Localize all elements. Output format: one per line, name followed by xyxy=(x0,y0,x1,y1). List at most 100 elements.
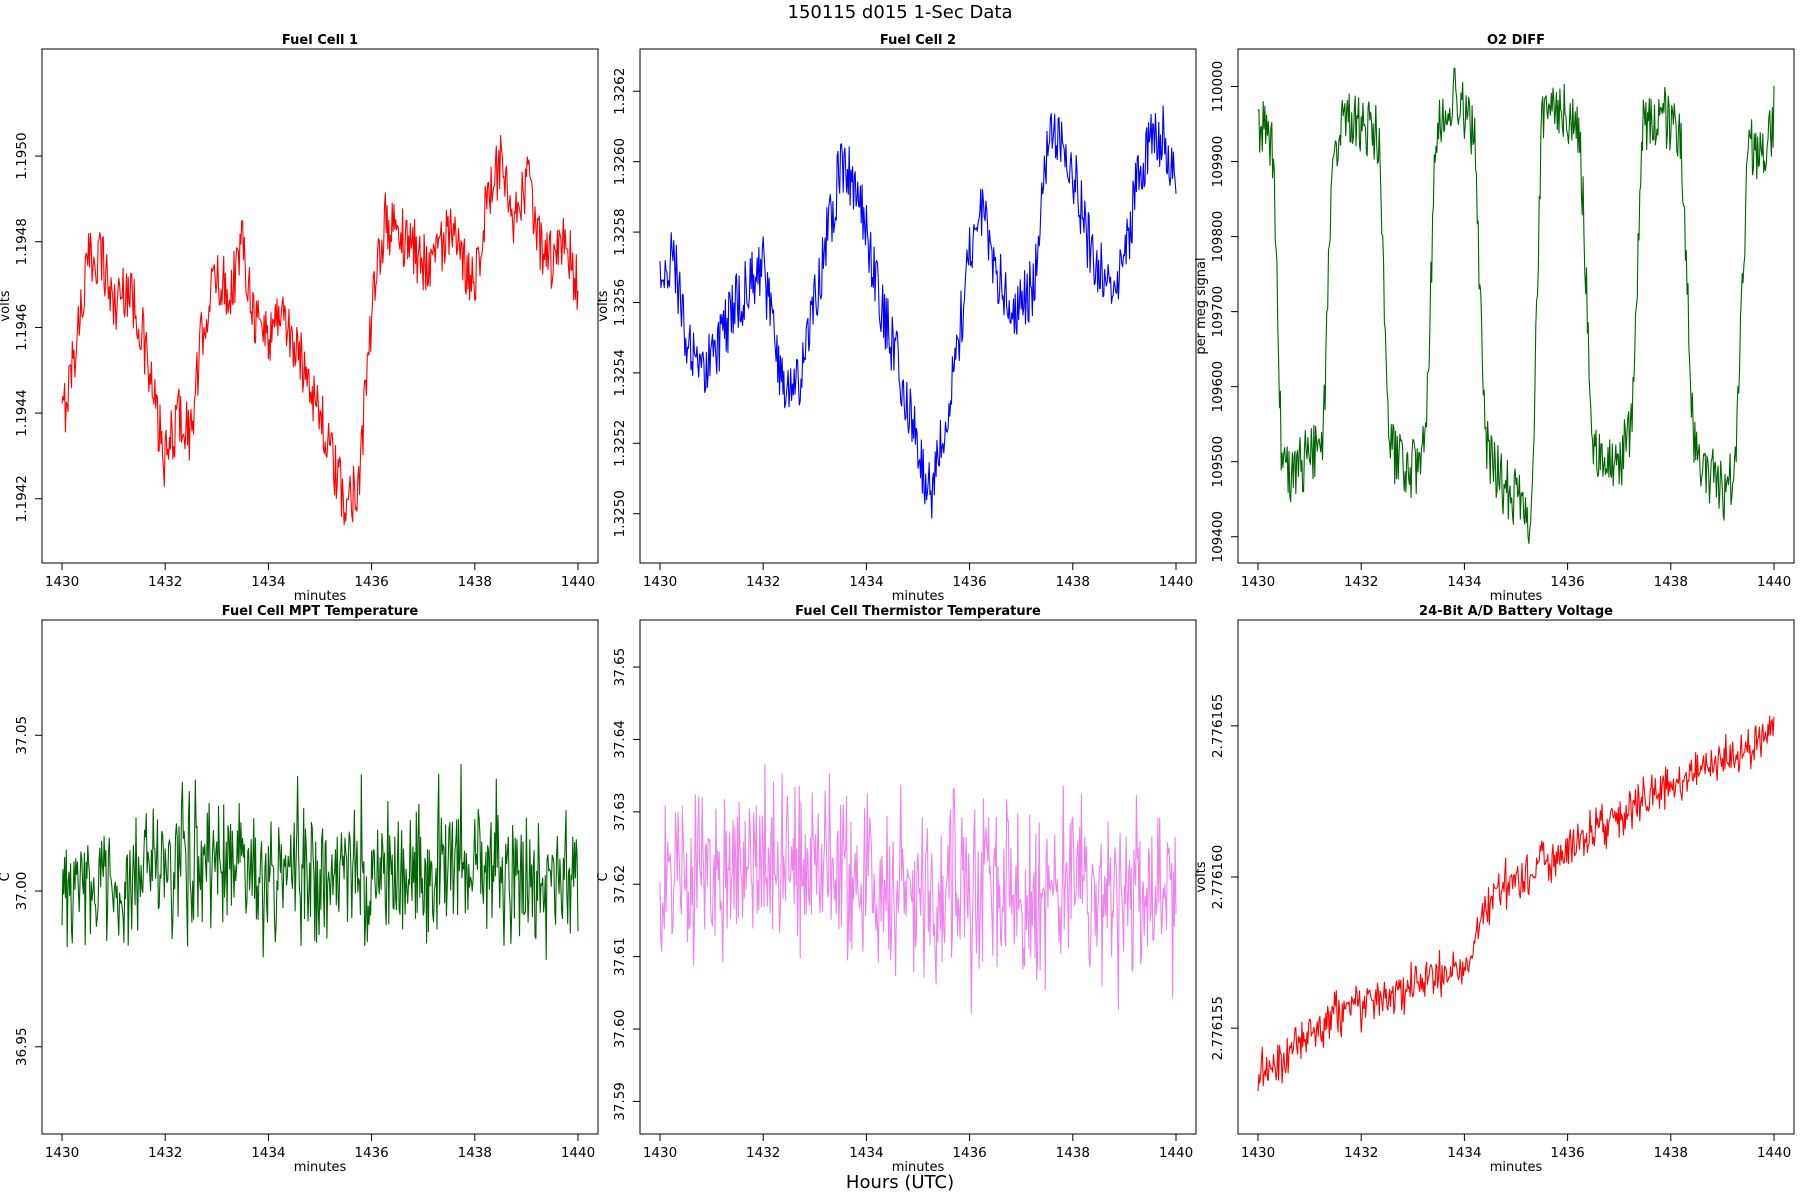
y-axis-label: per meg signal xyxy=(1194,257,1209,354)
y-tick-label: 109900 xyxy=(1210,136,1226,188)
y-tick-label: 110000 xyxy=(1210,61,1226,113)
x-tick-label: 1436 xyxy=(1550,1145,1584,1161)
series-line xyxy=(659,763,1177,1014)
x-tick-label: 1436 xyxy=(1550,574,1584,590)
x-tick-label: 1438 xyxy=(458,574,492,590)
y-tick-label: 1.3250 xyxy=(612,490,628,537)
series-line xyxy=(1257,67,1775,544)
x-axis-label: minutes xyxy=(892,1160,945,1175)
figure-bottom-label: Hours (UTC) xyxy=(846,1172,954,1193)
y-tick-label: 37.00 xyxy=(14,872,30,911)
y-axis-label: C xyxy=(0,872,13,881)
y-axis-label: C xyxy=(596,872,611,881)
y-tick-label: 1.1942 xyxy=(14,475,30,522)
chart-panel-1: Fuel Cell 1 1430 1432 1434 1436 1438 1440 minut… xyxy=(0,33,599,604)
x-tick-label: 1432 xyxy=(148,574,182,590)
x-tick-label: 1434 xyxy=(849,1145,883,1161)
y-tick-label: 1.3260 xyxy=(612,138,628,185)
x-tick-label: 1432 xyxy=(1344,1145,1378,1161)
x-tick-label: 1440 xyxy=(1159,1145,1193,1161)
x-tick-label: 1430 xyxy=(1241,574,1275,590)
y-tick-label: 1.3256 xyxy=(612,279,628,326)
chart-title: O2 DIFF xyxy=(1487,33,1545,48)
x-tick-label: 1440 xyxy=(1757,1145,1791,1161)
x-tick-label: 1434 xyxy=(1447,1145,1481,1161)
x-tick-label: 1434 xyxy=(849,574,883,590)
x-axis-label: minutes xyxy=(294,589,347,604)
chart-grid: Fuel Cell 1 1430 1432 1434 1436 1438 1440 minut… xyxy=(0,33,1795,1175)
chart-title: Fuel Cell 2 xyxy=(880,33,956,48)
x-tick-label: 1438 xyxy=(458,1145,492,1161)
x-tick-label: 1440 xyxy=(561,1145,595,1161)
x-tick-label: 1438 xyxy=(1654,574,1688,590)
y-tick-label: 109800 xyxy=(1210,211,1226,263)
series-line xyxy=(61,134,579,526)
y-tick-label: 1.1946 xyxy=(14,304,30,351)
y-axis-label: volts xyxy=(0,290,13,321)
x-tick-label: 1436 xyxy=(354,574,388,590)
x-tick-label: 1438 xyxy=(1056,1145,1090,1161)
y-tick-label: 2.776155 xyxy=(1210,996,1226,1060)
chart-title: Fuel Cell MPT Temperature xyxy=(222,604,419,619)
chart-panel-5: Fuel Cell Thermistor Temperature 1430 1432… xyxy=(596,604,1197,1175)
y-tick-label: 1.3258 xyxy=(612,208,628,255)
plot-frame xyxy=(639,48,1197,564)
y-tick-label: 37.05 xyxy=(14,716,30,755)
y-tick-label: 109500 xyxy=(1210,436,1226,488)
x-tick-label: 1432 xyxy=(746,574,780,590)
x-tick-label: 1430 xyxy=(45,574,79,590)
y-tick-label: 1.3252 xyxy=(612,420,628,467)
series-line xyxy=(1257,715,1775,1092)
y-tick-label: 1.3262 xyxy=(612,68,628,115)
x-tick-label: 1430 xyxy=(1241,1145,1275,1161)
x-tick-label: 1434 xyxy=(251,1145,285,1161)
series-line xyxy=(659,105,1177,519)
y-tick-label: 37.60 xyxy=(612,1010,628,1049)
y-tick-label: 36.95 xyxy=(14,1027,30,1066)
x-tick-label: 1436 xyxy=(952,1145,986,1161)
x-tick-label: 1434 xyxy=(1447,574,1481,590)
y-tick-label: 37.64 xyxy=(612,720,628,759)
y-tick-label: 37.62 xyxy=(612,865,628,904)
series-line xyxy=(61,764,579,960)
y-tick-label: 109600 xyxy=(1210,361,1226,413)
x-tick-label: 1440 xyxy=(1757,574,1791,590)
x-tick-label: 1440 xyxy=(561,574,595,590)
y-tick-label: 2.776160 xyxy=(1210,845,1226,909)
y-tick-label: 37.65 xyxy=(612,648,628,687)
y-tick-label: 1.1948 xyxy=(14,218,30,265)
chart-title: Fuel Cell Thermistor Temperature xyxy=(795,604,1041,619)
chart-title: 24-Bit A/D Battery Voltage xyxy=(1419,604,1613,619)
x-tick-label: 1438 xyxy=(1056,574,1090,590)
x-tick-label: 1430 xyxy=(643,1145,677,1161)
y-tick-label: 2.776165 xyxy=(1210,694,1226,758)
x-axis-label: minutes xyxy=(892,589,945,604)
x-tick-label: 1432 xyxy=(746,1145,780,1161)
y-tick-label: 1.3254 xyxy=(612,349,628,396)
figure-title: 150115 d015 1-Sec Data xyxy=(788,2,1013,23)
chart-panel-4: Fuel Cell MPT Temperature 1430 1432 1434 143… xyxy=(0,604,599,1175)
x-axis-label: minutes xyxy=(1490,589,1543,604)
y-axis-label: volts xyxy=(596,290,611,321)
chart-panel-2: Fuel Cell 2 1430 1432 1434 1436 1438 1440 minut… xyxy=(596,33,1197,604)
y-tick-label: 37.61 xyxy=(612,937,628,976)
x-axis-label: minutes xyxy=(294,1160,347,1175)
x-tick-label: 1432 xyxy=(1344,574,1378,590)
x-tick-label: 1436 xyxy=(354,1145,388,1161)
chart-panel-6: 24-Bit A/D Battery Voltage 1430 1432 1434 14… xyxy=(1194,604,1795,1175)
y-tick-label: 109700 xyxy=(1210,286,1226,338)
chart-title: Fuel Cell 1 xyxy=(282,33,358,48)
y-tick-label: 37.59 xyxy=(612,1082,628,1121)
y-tick-label: 1.1944 xyxy=(14,389,30,436)
x-tick-label: 1430 xyxy=(643,574,677,590)
y-tick-label: 37.63 xyxy=(612,793,628,832)
x-tick-label: 1438 xyxy=(1654,1145,1688,1161)
y-tick-label: 1.1950 xyxy=(14,132,30,179)
x-tick-label: 1440 xyxy=(1159,574,1193,590)
x-axis-label: minutes xyxy=(1490,1160,1543,1175)
x-tick-label: 1436 xyxy=(952,574,986,590)
chart-panel-3: O2 DIFF 1430 1432 1434 1436 1438 1440 minutes 10… xyxy=(1194,33,1795,604)
x-tick-label: 1432 xyxy=(148,1145,182,1161)
y-axis-label: volts xyxy=(1194,861,1209,892)
